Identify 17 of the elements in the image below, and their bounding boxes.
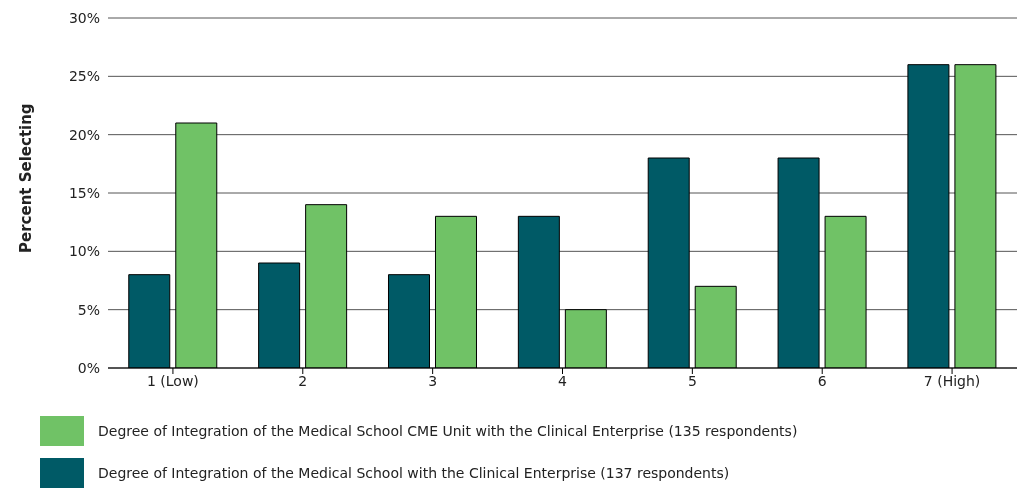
- x-tick-label: 1 (Low): [147, 372, 199, 389]
- y-tick-label: 20%: [68, 126, 100, 143]
- x-tick-label: 6: [817, 372, 827, 389]
- y-tick-label: 0%: [77, 359, 100, 376]
- x-tick-label: 5: [687, 372, 697, 389]
- legend-label: Degree of Integration of the Medical School CME Unit with the Clinical Enterprise (135 respondents): [98, 423, 798, 439]
- y-tick-label: 10%: [68, 243, 100, 260]
- y-axis-title: Percent Selecting: [17, 103, 36, 253]
- x-tick-label: 2: [298, 372, 308, 389]
- x-tick-label: 4: [558, 372, 568, 389]
- x-tick-label: 3: [428, 372, 438, 389]
- y-tick-label: 25%: [68, 68, 100, 85]
- y-tick-label: 30%: [68, 9, 100, 26]
- legend-label: Degree of Integration of the Medical School with the Clinical Enterprise (137 respondents): [98, 465, 730, 481]
- y-tick-label: 5%: [77, 301, 100, 318]
- x-tick-label: 7 (High): [923, 372, 981, 389]
- y-tick-label: 15%: [68, 184, 100, 201]
